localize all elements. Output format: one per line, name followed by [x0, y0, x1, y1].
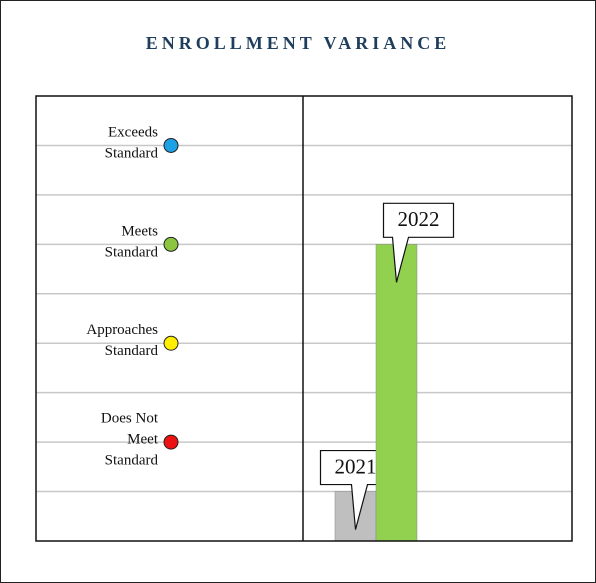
plot-border [35, 95, 573, 542]
level-marker [163, 335, 179, 351]
level-label: Standard [105, 244, 159, 260]
level-label: Standard [105, 453, 159, 469]
level-label: Standard [105, 343, 159, 359]
level-marker [163, 434, 179, 450]
level-label: Approaches [86, 322, 158, 338]
level-label: Exceeds [108, 124, 158, 140]
level-marker [163, 236, 179, 252]
level-label: Meet [127, 432, 159, 448]
level-label: Meets [121, 223, 158, 239]
callout-label: 2022 [398, 207, 440, 231]
callout-label: 2021 [335, 454, 377, 478]
bar [375, 244, 418, 542]
level-marker [163, 137, 179, 153]
callout [382, 202, 455, 283]
level-label: Standard [105, 145, 159, 161]
chart-title: ENROLLMENT VARIANCE [146, 33, 451, 53]
level-label: Does Not [101, 411, 159, 427]
